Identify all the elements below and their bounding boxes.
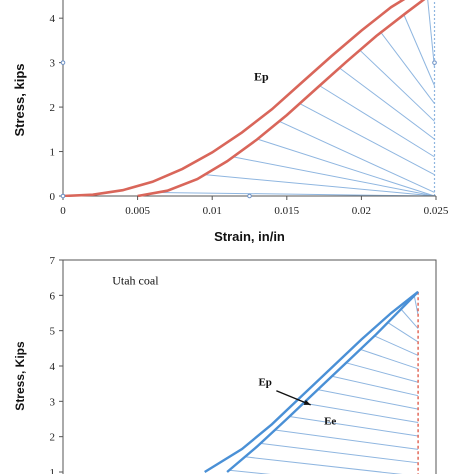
hatch-line	[260, 442, 419, 464]
hatch-line	[157, 191, 435, 197]
x-tick-label: 0.015	[274, 205, 299, 217]
annotation-ee: Ee	[324, 415, 336, 427]
x-tick-label: 0.025	[424, 205, 449, 217]
hatch-line	[413, 295, 419, 316]
y-axis-label: Stress, kips	[12, 64, 27, 137]
hatch-line	[403, 14, 435, 86]
hatch-line	[317, 389, 419, 410]
hatch-line	[319, 85, 435, 158]
hatch-line	[387, 322, 419, 343]
y-tick-label: 3	[50, 58, 56, 70]
y-tick-label: 2	[50, 432, 56, 444]
y-tick-label: 3	[50, 396, 56, 408]
frame-marker	[60, 193, 66, 199]
y-tick-label: 2	[50, 102, 56, 114]
hatch-line	[374, 335, 419, 356]
frame-marker	[432, 60, 437, 65]
hatch-line	[289, 416, 419, 437]
hatch-line	[257, 138, 435, 197]
series-line-2	[137, 0, 426, 197]
plot-frame	[62, 259, 437, 474]
hatch-line	[380, 32, 435, 104]
annotation-utah-coal: Utah coal	[112, 274, 159, 288]
upper-plot: 0 1 2 3 4 0 0.005 0.01 0.015 0.02 0.025 Strain, in/…	[12, 0, 449, 244]
hatch-line	[303, 402, 419, 424]
hatch-line	[360, 348, 419, 370]
hatch-line	[229, 469, 271, 474]
y-tick-label: 5	[50, 326, 56, 338]
hatch-line	[244, 456, 403, 474]
y-axis-label: Stress, Kips	[13, 341, 27, 411]
hatch-line	[427, 0, 436, 69]
series-line-1	[62, 0, 406, 197]
y-tick-label: 0	[50, 191, 56, 203]
hatch-line	[331, 375, 419, 397]
arrow-head	[303, 399, 311, 405]
frame-marker	[60, 60, 66, 65]
hatch-region	[229, 295, 419, 474]
hatch-line	[400, 308, 419, 329]
hatch-line	[204, 174, 435, 197]
y-tick-label: 1	[50, 147, 56, 159]
series-line-1	[204, 290, 419, 474]
hatch-line	[345, 362, 419, 383]
hatch-line	[359, 49, 435, 122]
hatch-line	[339, 67, 435, 140]
annotation-ep: Ep	[258, 376, 271, 388]
hatch-line	[278, 120, 435, 193]
hatch-line	[233, 156, 435, 197]
x-axis-label: Strain, in/in	[214, 229, 285, 244]
x-tick-label: 0.01	[203, 205, 222, 217]
x-tick-label: 0.005	[125, 205, 150, 217]
hatch-region	[157, 0, 436, 197]
y-tick-label: 4	[50, 361, 56, 373]
hatch-line	[274, 429, 419, 450]
frame-marker	[247, 193, 252, 199]
y-tick-label: 1	[50, 467, 56, 474]
y-tick-label: 6	[50, 290, 56, 302]
y-tick-label: 7	[50, 255, 56, 267]
series-line-2	[226, 290, 419, 473]
x-tick-label: 0	[60, 205, 66, 217]
y-tick-label: 4	[50, 13, 56, 25]
x-tick-label: 0.02	[352, 205, 371, 217]
hatch-line	[299, 103, 435, 176]
lower-plot: 1 2 3 4 5 6 7 Stress, Kips Utah coal Ep Ee	[13, 255, 437, 474]
annotation-ep: Ep	[254, 69, 269, 83]
